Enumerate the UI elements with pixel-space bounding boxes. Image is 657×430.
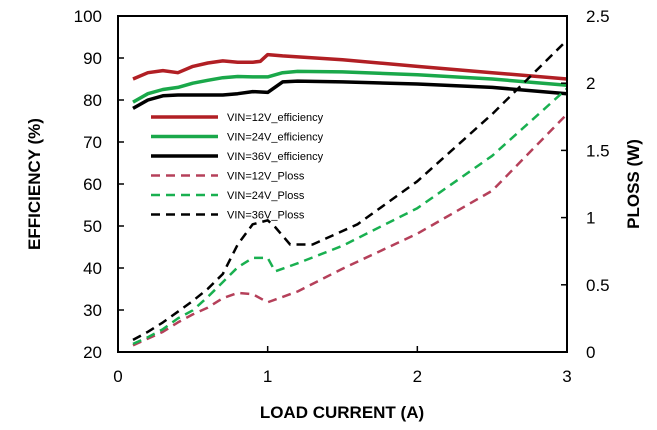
x-tick-label: 1: [263, 367, 272, 386]
y2-axis-title: PLOSS (W): [624, 139, 643, 229]
y-tick-label: 70: [83, 133, 102, 152]
legend-label: VIN=12V_efficiency: [227, 112, 324, 124]
y-tick-label: 60: [83, 175, 102, 194]
y2-tick-label: 1: [586, 209, 595, 228]
legend: VIN=12V_efficiency VIN=24V_efficiency VIN=…: [151, 112, 324, 222]
y-tick-label: 50: [83, 217, 102, 236]
series-layer: [132, 39, 568, 347]
x-tick-label: 2: [413, 367, 422, 386]
y-tick-label: 20: [83, 343, 102, 362]
series-line-vin-36v-ploss: [132, 39, 568, 341]
legend-label: VIN=36V_Ploss: [227, 210, 305, 222]
y-tick-label: 100: [74, 7, 102, 26]
series-line-vin-12v-efficiency: [132, 52, 568, 81]
legend-label: VIN=24V_efficiency: [227, 132, 324, 144]
series-line-vin-12v-ploss: [132, 113, 568, 347]
y-tick-label: 30: [83, 301, 102, 320]
axis-layer: 0 1 2 3 20 30 40 50 60 70 80 90 100 0 0.5 1 1.5 2 2.5: [74, 7, 610, 386]
y-tick-label: 80: [83, 91, 102, 110]
y2-tick-label: 2: [586, 74, 595, 93]
y2-tick-label: 1.5: [586, 141, 610, 160]
legend-label: VIN=36V_efficiency: [227, 151, 324, 163]
x-axis-title: LOAD CURRENT (A): [260, 403, 424, 422]
x-tick-label: 3: [562, 367, 571, 386]
y-tick-label: 40: [83, 259, 102, 278]
legend-label: VIN=12V_Ploss: [227, 171, 305, 183]
y-tick-label: 90: [83, 49, 102, 68]
y2-tick-label: 0.5: [586, 276, 610, 295]
x-tick-label: 0: [113, 367, 122, 386]
series-line-vin-36v-efficiency: [132, 79, 568, 110]
y2-tick-label: 0: [586, 343, 595, 362]
series-line-vin-24v-ploss: [132, 87, 568, 346]
y-axis-title: EFFICIENCY (%): [25, 118, 44, 250]
y2-tick-label: 2.5: [586, 7, 610, 26]
legend-label: VIN=24V_Ploss: [227, 190, 305, 202]
series-line-vin-24v-efficiency: [132, 69, 568, 104]
